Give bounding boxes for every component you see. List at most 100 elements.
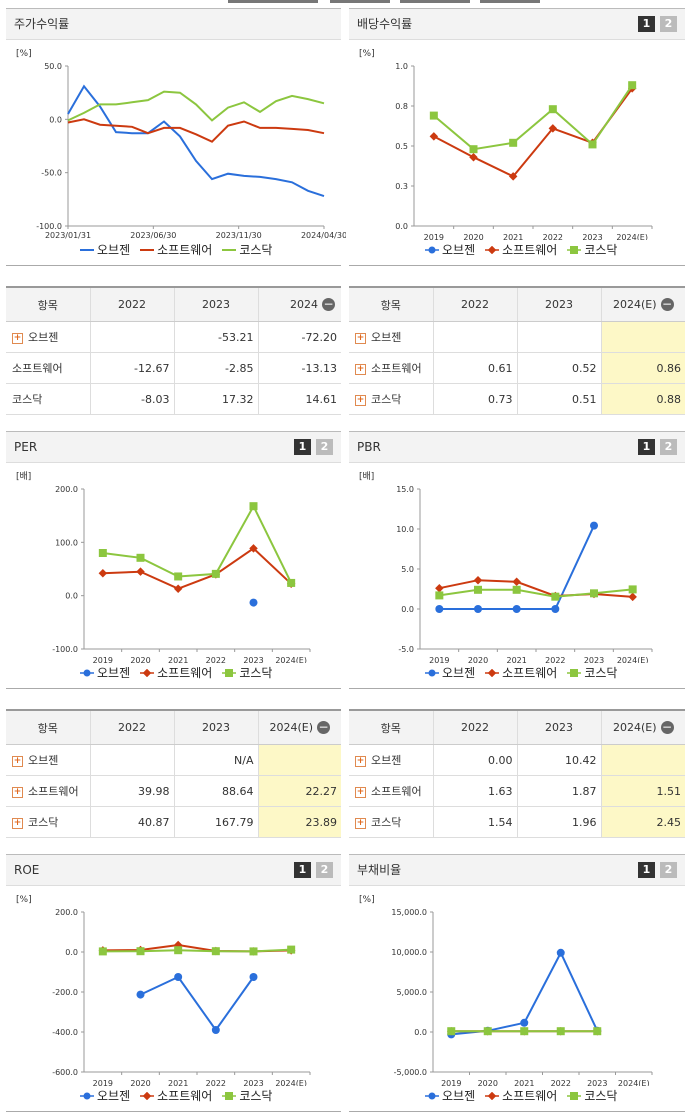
legend-item-obz[interactable]: 오브젠 [425,664,475,681]
page-2-button[interactable]: 2 [660,16,677,32]
minus-icon[interactable]: − [317,720,331,735]
data-point-soft [435,583,444,593]
data-point-kosdaq [249,947,258,956]
legend-item-kosdaq[interactable]: 코스닥 [567,241,617,258]
data-point-kosdaq [174,946,183,955]
plus-icon[interactable]: + [355,363,366,375]
legend-label: 소프트웨어 [502,243,558,257]
row-label[interactable]: 코스닥 [371,816,402,829]
legend-item-soft[interactable]: 소프트웨어 [140,664,212,681]
page-1-button[interactable]: 1 [638,439,655,455]
row-label[interactable]: 소프트웨어 [371,785,422,798]
y-tick-label: 0.0 [49,115,62,124]
row-label[interactable]: 오브젠 [28,754,59,767]
page-2-button[interactable]: 2 [660,862,677,878]
unit-label: [배] [359,471,374,482]
data-point-kosdaq [628,585,637,594]
row-label: 코스닥 [6,383,91,415]
col-header: 항목 [6,710,91,745]
legend-item-soft[interactable]: 소프트웨어 [140,241,212,258]
page-2-button[interactable]: 2 [660,439,677,455]
legend-item-soft[interactable]: 소프트웨어 [485,241,557,258]
cell: 40.87 [90,806,175,838]
col-header: 항목 [6,287,91,322]
cell [433,321,518,353]
dividend-table: 항목 2022 2023 2024(E) − + 오브젠 + 소프트웨어 0.61 0… [349,286,685,415]
col-header: 2022 [433,710,518,745]
plus-icon[interactable]: + [355,394,366,406]
plus-icon[interactable]: + [12,786,23,798]
minus-icon[interactable]: − [660,720,674,735]
per-table: 항목 2022 2023 2024(E) − + 오브젠 N/A + 소프트웨어 39… [6,709,341,838]
panel-title: PER [14,440,38,454]
minus-icon[interactable]: − [660,297,674,312]
plus-icon[interactable]: + [355,755,366,767]
legend-item-obz[interactable]: 오브젠 [80,241,130,258]
data-point-kosdaq [98,549,107,557]
cell-estimate: 1.51 [601,775,685,807]
data-point-kosdaq [556,1027,565,1036]
data-point-obz [590,521,598,530]
col-header-label: 2024(E) [269,720,314,734]
legend-item-obz[interactable]: 오브젠 [425,1087,475,1104]
legend-item-kosdaq[interactable]: 코스닥 [567,1087,617,1104]
series-line-soft [67,118,325,143]
x-tick-label: 2023 [582,233,602,240]
row-label[interactable]: 코스닥 [28,816,59,829]
col-header: 2024− [258,287,341,322]
row-label[interactable]: 소프트웨어 [371,362,422,375]
legend-item-kosdaq[interactable]: 코스닥 [222,664,272,681]
page-2-button[interactable]: 2 [316,862,333,878]
legend-item-kosdaq[interactable]: 코스닥 [222,241,272,258]
plus-icon[interactable]: + [12,817,23,829]
legend-item-obz[interactable]: 오브젠 [80,664,130,681]
legend-item-kosdaq[interactable]: 코스닥 [222,1087,272,1104]
page-1-button[interactable]: 1 [638,16,655,32]
data-point-kosdaq [249,502,258,511]
panel-divider [349,688,685,689]
y-tick-label: -200.0 [52,988,78,997]
data-point-soft [173,584,183,593]
row-label[interactable]: 오브젠 [371,331,402,344]
row-name: + 소프트웨어 [349,775,434,807]
row-label[interactable]: 오브젠 [28,331,59,344]
legend-item-obz[interactable]: 오브젠 [425,241,475,258]
page-2-button[interactable]: 2 [316,439,333,455]
cell: 17.32 [174,383,259,415]
table-row: + 소프트웨어 39.98 88.64 22.27 [6,775,341,807]
row-label[interactable]: 소프트웨어 [28,785,79,798]
page-1-button[interactable]: 1 [638,862,655,878]
panel-title: 부채비율 [357,863,402,877]
legend-item-kosdaq[interactable]: 코스닥 [567,664,617,681]
row-label[interactable]: 코스닥 [371,393,402,406]
plus-icon[interactable]: + [355,817,366,829]
x-tick-label: 2022 [206,1079,226,1086]
data-point-kosdaq [474,585,482,594]
data-point-soft [249,544,258,553]
y-tick-label: 5,000.0 [396,988,427,997]
dividend-legend: 오브젠 소프트웨어 코스닥 [425,241,617,258]
x-tick-label: 2020 [478,1079,498,1086]
y-tick-label: 0.3 [395,182,408,191]
data-point-kosdaq [211,569,220,578]
data-point-obz [249,598,258,607]
legend-item-obz[interactable]: 오브젠 [80,1087,130,1104]
plus-icon[interactable]: + [12,755,23,767]
legend-item-soft[interactable]: 소프트웨어 [485,1087,557,1104]
col-header: 2022 [90,710,175,745]
plus-icon[interactable]: + [355,786,366,798]
y-tick-label: 10.0 [396,525,414,534]
page-1-button[interactable]: 1 [294,862,311,878]
legend-item-soft[interactable]: 소프트웨어 [485,664,557,681]
legend-item-soft[interactable]: 소프트웨어 [140,1087,212,1104]
x-tick-label: 2024(E) [275,656,307,663]
unit-label: [배] [16,471,31,482]
page-1-button[interactable]: 1 [294,439,311,455]
plus-icon[interactable]: + [355,332,366,344]
row-label[interactable]: 오브젠 [371,754,402,767]
data-point-soft [469,152,478,162]
panel-divider [349,1111,685,1112]
plus-icon[interactable]: + [12,332,23,344]
minus-icon[interactable]: − [322,297,335,312]
y-tick-label: -50.0 [41,169,62,178]
